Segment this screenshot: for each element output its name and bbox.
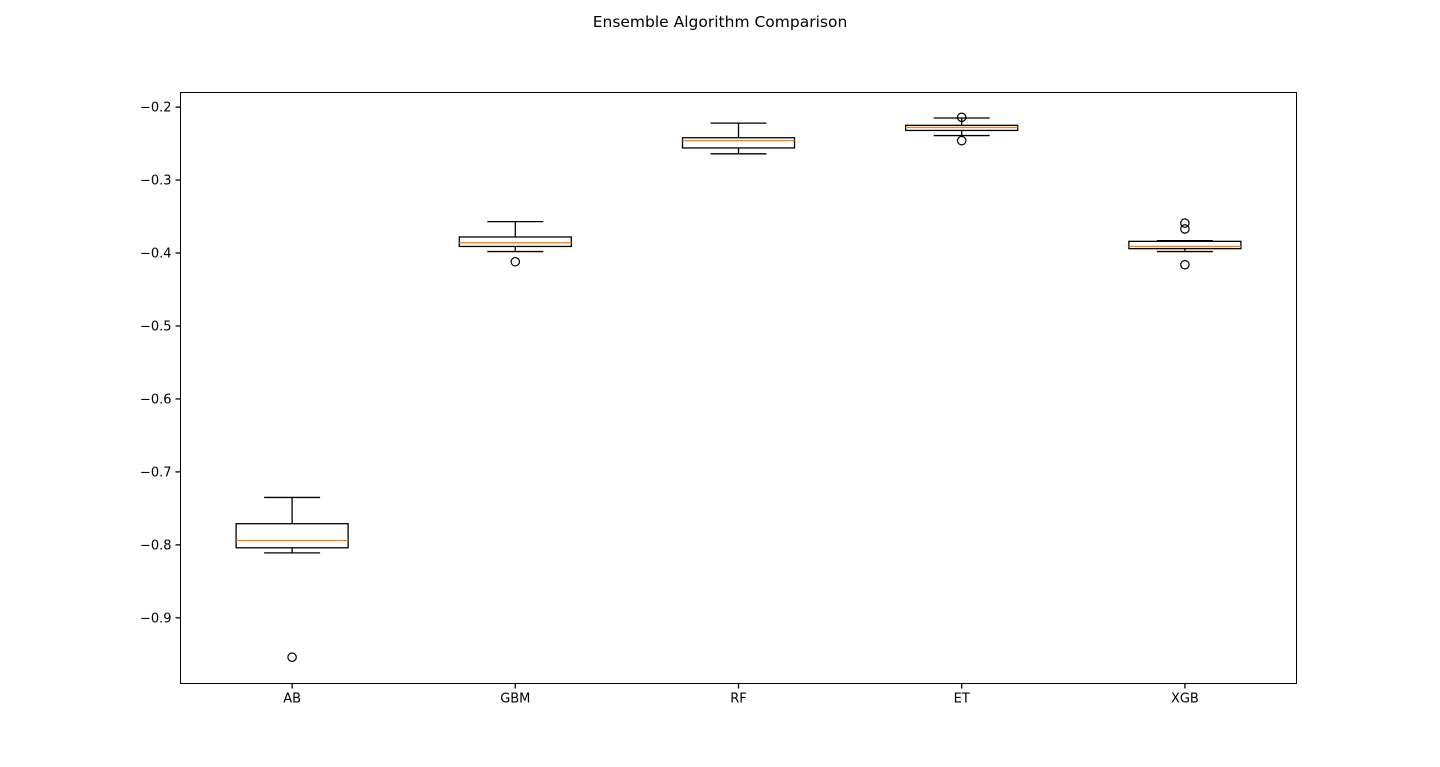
y-tick-label: −0.5 — [140, 319, 172, 334]
chart-title: Ensemble Algorithm Comparison — [593, 13, 848, 31]
outlier-point — [1180, 218, 1190, 228]
y-tick-label: −0.4 — [140, 247, 172, 262]
box-body — [681, 137, 796, 149]
x-tick-label: AB — [283, 692, 301, 707]
outlier-point — [956, 135, 967, 146]
x-tick-label: ET — [954, 692, 970, 707]
box-gbm — [458, 220, 572, 267]
x-tick-label: GBM — [500, 692, 530, 707]
box-et — [905, 112, 1019, 146]
y-tick-label: −0.9 — [140, 611, 172, 626]
x-tick-label: RF — [730, 692, 747, 707]
outlier-point — [956, 112, 967, 123]
box-xgb — [1128, 218, 1242, 270]
y-tick-label: −0.3 — [140, 174, 172, 189]
outlier-point — [287, 652, 297, 663]
box-rf — [681, 122, 796, 155]
outlier-point — [1180, 224, 1190, 234]
y-tick-label: −0.8 — [140, 538, 172, 553]
outlier-point — [510, 256, 521, 267]
box-body — [458, 236, 572, 248]
y-tick-label: −0.7 — [140, 465, 172, 480]
y-tick-label: −0.6 — [140, 392, 172, 407]
box-body — [1128, 240, 1242, 250]
y-tick-label: −0.2 — [140, 101, 172, 116]
x-tick-label: XGB — [1171, 692, 1199, 707]
plot-area: −0.9 −0.8 −0.7 −0.6 −0.5 −0.4 −0.3 −0.2 AB GBM RF E… — [140, 101, 1242, 707]
box-ab — [235, 496, 349, 663]
outlier-point — [1180, 259, 1190, 270]
box-body — [235, 523, 349, 549]
axes-frame — [180, 92, 1297, 684]
